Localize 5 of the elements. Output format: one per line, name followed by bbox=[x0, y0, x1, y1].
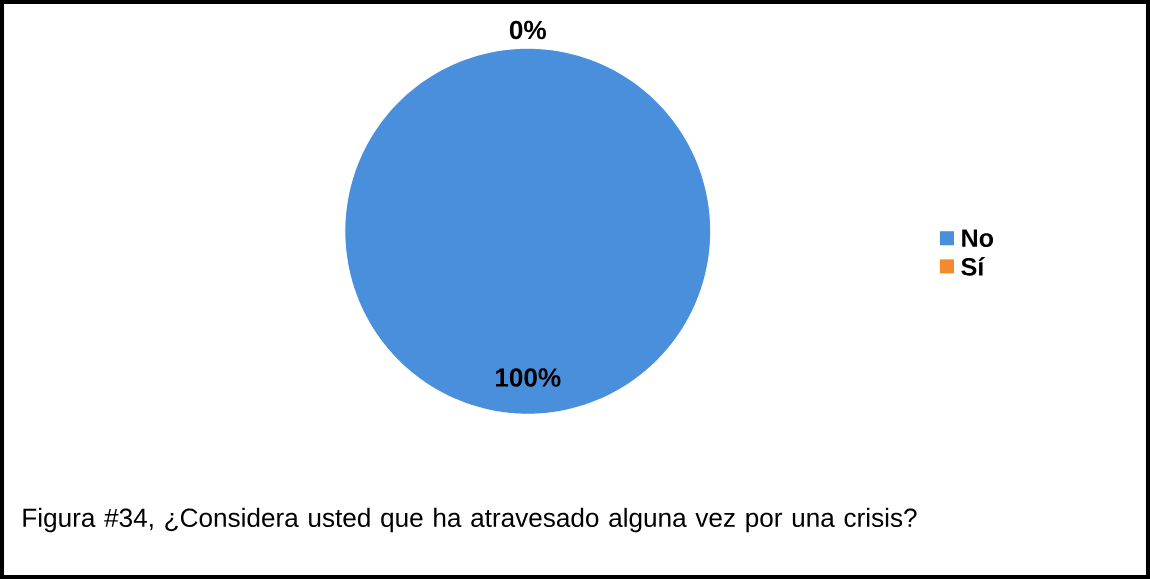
legend-label: Sí bbox=[961, 257, 985, 276]
legend-label: No bbox=[962, 229, 994, 248]
text: Figura #34, ¿Considera usted que ha atravesado alguna vez por una crisis? bbox=[23, 507, 917, 533]
text: 0% bbox=[509, 20, 546, 40]
data-label: 100% bbox=[495, 368, 561, 387]
